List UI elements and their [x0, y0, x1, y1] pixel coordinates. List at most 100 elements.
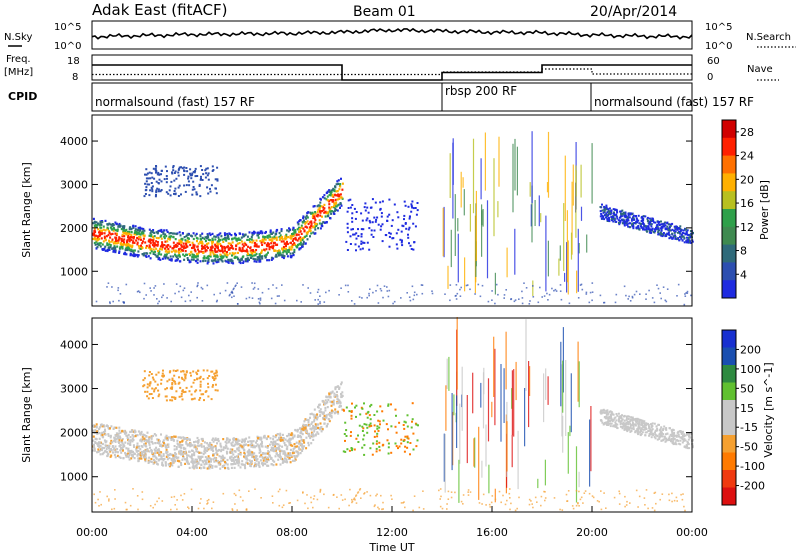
range-cell [614, 422, 617, 425]
range-cell [257, 288, 260, 290]
range-cell [200, 455, 203, 458]
range-cell [414, 225, 417, 228]
range-streak [506, 247, 508, 278]
range-cell [360, 233, 363, 236]
range-cell [238, 259, 241, 262]
range-cell [214, 377, 217, 380]
range-cell [317, 406, 320, 409]
range-cell [630, 416, 633, 419]
range-cell [273, 235, 276, 238]
range-cell [225, 462, 227, 465]
range-cell [176, 439, 179, 442]
range-cell [245, 458, 248, 461]
range-cell [158, 250, 161, 253]
range-cell [183, 438, 186, 441]
range-cell [657, 227, 660, 230]
range-cell [321, 215, 323, 218]
range-cell [603, 218, 606, 221]
range-cell [147, 177, 150, 180]
range-cell [188, 438, 191, 441]
range-cell [647, 424, 650, 426]
range-cell [296, 239, 299, 242]
range-cell [177, 250, 180, 253]
range-cell [94, 441, 97, 444]
range-cell [168, 456, 171, 460]
range-cell [168, 378, 171, 381]
range-streak [475, 190, 477, 261]
range-cell [132, 254, 135, 257]
range-cell [331, 193, 334, 196]
range-cell [310, 222, 313, 225]
range-cell [630, 418, 633, 421]
range-cell [196, 458, 198, 461]
range-cell [245, 297, 248, 300]
range-cell [653, 492, 656, 494]
range-cell [284, 444, 287, 447]
range-cell [686, 239, 689, 242]
range-cell [178, 443, 181, 446]
range-cell [114, 242, 117, 245]
range-cell [680, 432, 683, 434]
range-cell [310, 220, 313, 223]
range-cell [393, 300, 396, 303]
range-cell [93, 234, 96, 237]
range-cell [298, 248, 301, 251]
range-cell [134, 225, 137, 228]
range-cell [287, 236, 289, 239]
range-cell [637, 226, 640, 229]
range-cell [234, 285, 236, 288]
range-cell [386, 286, 388, 288]
range-cell [672, 433, 675, 436]
range-cell [263, 242, 266, 245]
range-cell [323, 203, 326, 206]
range-cell [116, 232, 118, 235]
range-cell [300, 438, 303, 441]
range-cell [214, 250, 217, 253]
range-cell [173, 448, 176, 451]
range-streak [562, 327, 564, 393]
nsky-tick-high: 10^5 [54, 22, 81, 33]
range-cell [190, 456, 193, 460]
range-cell [128, 230, 131, 233]
range-cell [217, 260, 220, 263]
range-cell [174, 250, 177, 253]
range-cell [148, 244, 151, 247]
range-cell [157, 171, 160, 174]
range-cell [154, 253, 157, 256]
range-cell [302, 240, 305, 243]
range-cell [213, 372, 216, 375]
range-cell [177, 436, 180, 439]
range-cell [281, 445, 284, 448]
range-cell [157, 441, 160, 444]
range-cell [94, 230, 97, 233]
range-cell [357, 235, 360, 237]
range-cell [622, 421, 625, 424]
range-cell [366, 296, 368, 299]
range-cell [129, 430, 132, 433]
range-cell [314, 434, 317, 437]
range-cell [249, 240, 252, 244]
range-cell [93, 229, 96, 232]
range-cell [132, 450, 134, 453]
range-cell [92, 439, 95, 442]
range-cell [177, 174, 180, 177]
range-streak [446, 358, 448, 389]
range-cell [668, 427, 671, 430]
range-cell [111, 223, 114, 226]
range-streak [506, 421, 508, 472]
range-cell [326, 212, 329, 215]
range-cell [363, 493, 365, 495]
range-cell [305, 234, 308, 237]
range-cell [220, 244, 222, 247]
range-cell [101, 453, 104, 456]
range-cell [183, 258, 186, 261]
range-cell [259, 239, 262, 243]
range-cell [625, 418, 628, 421]
range-cell [285, 252, 288, 255]
range-cell [337, 412, 340, 415]
range-cell [131, 241, 134, 244]
range-cell [310, 224, 313, 227]
range-cell [618, 416, 621, 419]
range-cell [368, 292, 370, 295]
range-cell [160, 189, 163, 191]
